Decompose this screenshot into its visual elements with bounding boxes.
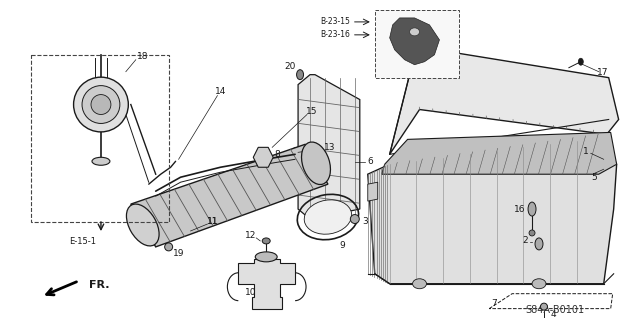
Ellipse shape	[529, 230, 535, 236]
Ellipse shape	[532, 279, 546, 289]
Text: 8: 8	[274, 150, 280, 159]
Text: B-23-16: B-23-16	[320, 30, 350, 39]
Polygon shape	[238, 259, 295, 308]
Polygon shape	[368, 182, 378, 201]
Text: 6: 6	[367, 157, 372, 166]
Text: 9: 9	[339, 241, 345, 251]
Ellipse shape	[535, 238, 543, 250]
Ellipse shape	[578, 58, 583, 65]
Text: 11: 11	[207, 217, 218, 226]
Text: 2: 2	[522, 236, 528, 245]
Text: 19: 19	[173, 249, 184, 258]
Ellipse shape	[92, 157, 110, 165]
Ellipse shape	[350, 214, 359, 223]
Polygon shape	[253, 147, 273, 167]
Ellipse shape	[304, 200, 352, 234]
Ellipse shape	[255, 252, 277, 262]
Ellipse shape	[528, 202, 536, 216]
Text: 11: 11	[207, 217, 218, 226]
Bar	[31, 55, 169, 222]
Text: 1: 1	[583, 147, 589, 156]
Text: 10: 10	[245, 288, 256, 297]
Text: 7: 7	[491, 299, 497, 308]
Text: 16: 16	[515, 204, 526, 213]
Bar	[375, 10, 459, 78]
Polygon shape	[382, 132, 616, 174]
Polygon shape	[298, 75, 360, 219]
Polygon shape	[389, 18, 440, 65]
Text: 4: 4	[550, 310, 556, 319]
Text: 3: 3	[362, 217, 368, 226]
Ellipse shape	[297, 70, 304, 80]
Text: 14: 14	[214, 87, 226, 96]
Text: 12: 12	[245, 231, 256, 240]
Text: FR.: FR.	[89, 280, 109, 290]
Ellipse shape	[262, 238, 270, 244]
Text: 18: 18	[137, 52, 148, 61]
Ellipse shape	[74, 77, 128, 132]
Ellipse shape	[82, 86, 120, 124]
Polygon shape	[389, 48, 619, 154]
Ellipse shape	[301, 142, 330, 185]
Text: 20: 20	[284, 62, 296, 71]
Text: S84A-B0101: S84A-B0101	[525, 305, 584, 315]
Ellipse shape	[540, 303, 547, 310]
Ellipse shape	[91, 95, 111, 115]
Text: E-15-1: E-15-1	[69, 237, 96, 246]
Ellipse shape	[126, 204, 159, 246]
Ellipse shape	[165, 243, 172, 251]
Text: 15: 15	[306, 107, 318, 116]
Text: 13: 13	[324, 143, 336, 152]
Polygon shape	[368, 137, 616, 284]
Ellipse shape	[413, 279, 426, 289]
Text: 5: 5	[591, 173, 597, 182]
Polygon shape	[131, 144, 328, 247]
Ellipse shape	[409, 28, 420, 36]
Text: 17: 17	[597, 68, 608, 77]
Text: B-23-15: B-23-15	[320, 17, 350, 27]
